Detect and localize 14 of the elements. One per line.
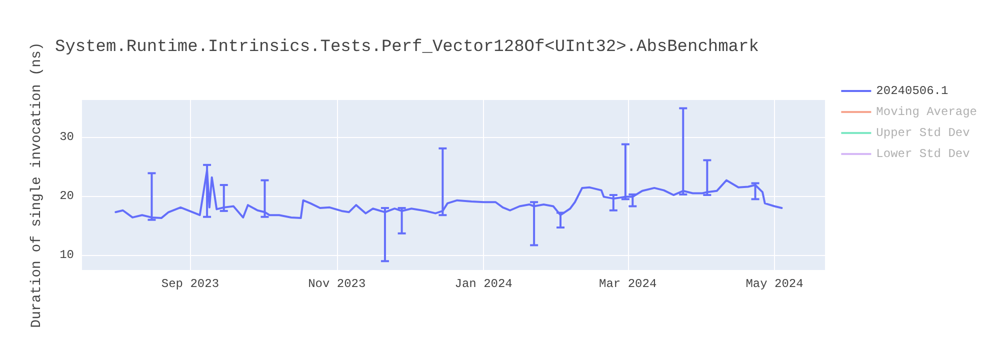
y-tick-label: 10 [60, 248, 74, 262]
y-axis-title: Duration of single invocation (ns) [29, 42, 45, 328]
legend-label: 20240506.1 [876, 84, 948, 98]
x-tick-label: May 2024 [746, 277, 804, 291]
legend-label: Lower Std Dev [876, 147, 970, 161]
legend-label: Upper Std Dev [876, 126, 970, 140]
legend-label: Moving Average [876, 105, 978, 119]
y-tick-label: 20 [60, 189, 74, 204]
y-tick-label: 30 [60, 130, 74, 144]
x-tick-label: Sep 2023 [161, 277, 220, 291]
x-tick-label: Nov 2023 [308, 277, 366, 291]
x-tick-label: Mar 2024 [599, 277, 657, 291]
x-tick-label: Jan 2024 [454, 277, 512, 291]
chart-title: System.Runtime.Intrinsics.Tests.Perf_Vector128Of<UInt32>.AbsBenchmark [55, 38, 759, 57]
